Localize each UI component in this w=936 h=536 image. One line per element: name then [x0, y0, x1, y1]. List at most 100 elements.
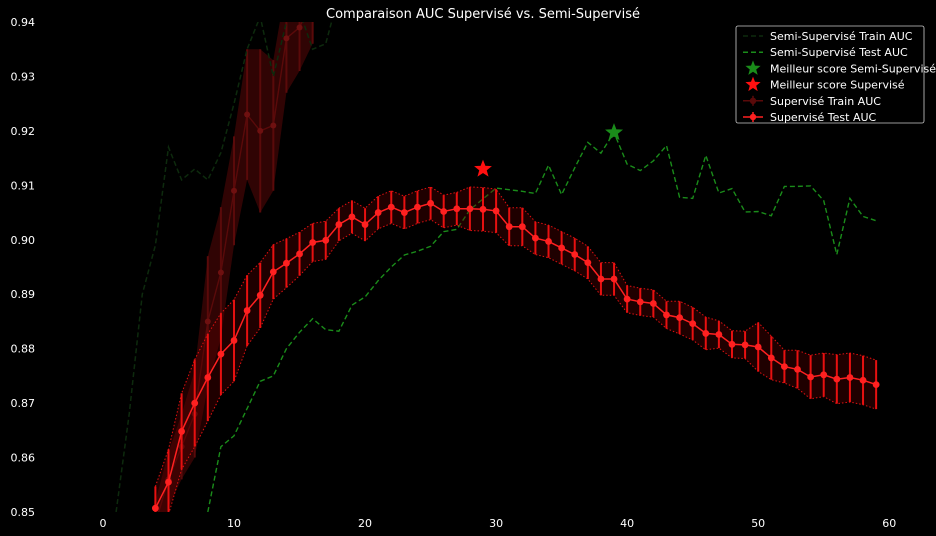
supervised-test-point: [322, 236, 330, 244]
supervised-test-point: [571, 251, 579, 258]
supervised-test-point: [545, 238, 552, 245]
supervised-test-point: [387, 203, 395, 211]
supervised-test-point: [872, 381, 880, 388]
supervised-train-point: [257, 127, 264, 134]
supervised-test-point: [191, 399, 199, 407]
supervised-test-point: [453, 205, 461, 213]
x-tick-label: 0: [99, 517, 106, 530]
semi-train-line: [115, 22, 333, 512]
supervised-test-point: [649, 300, 657, 307]
legend-label: Meilleur score Supervisé: [770, 79, 905, 92]
x-tick-label: 50: [751, 517, 765, 530]
supervised-test-point: [151, 504, 159, 512]
supervised-test-point: [807, 373, 815, 381]
supervised-test-point: [230, 337, 238, 344]
y-tick-label: 0.89: [11, 288, 36, 301]
supervised-test-point: [767, 354, 775, 362]
supervised-test-point: [636, 298, 644, 306]
supervised-test-point: [741, 341, 749, 349]
supervised-train-point: [296, 24, 303, 31]
supervised-test-point: [440, 208, 448, 215]
supervised-test-point: [217, 350, 225, 358]
supervised-test-point: [361, 221, 369, 228]
supervised-test-point: [623, 295, 631, 303]
y-tick-label: 0.87: [11, 397, 36, 410]
supervised-test-point: [781, 363, 788, 371]
supervised-test-point: [794, 365, 801, 373]
y-tick-label: 0.91: [11, 179, 36, 192]
supervised-train-point: [244, 111, 251, 118]
best-score-star: [474, 159, 492, 177]
supervised-test-point: [833, 375, 841, 383]
x-tick-label: 30: [489, 517, 503, 530]
y-tick-label: 0.85: [11, 506, 36, 519]
supervised-test-point: [466, 205, 474, 213]
supervised-test-point: [243, 307, 251, 314]
supervised-train-point: [231, 187, 238, 194]
y-tick-label: 0.90: [11, 234, 36, 247]
legend-label: Semi-Supervisé Train AUC: [770, 30, 913, 43]
supervised-test-point: [256, 291, 264, 299]
supervised-test-point: [335, 221, 343, 228]
supervised-test-point: [204, 374, 212, 381]
supervised-train-point: [283, 35, 290, 42]
supervised-train-point: [204, 318, 211, 325]
supervised-test-point: [859, 376, 867, 384]
x-tick-label: 60: [882, 517, 896, 530]
legend-point-swatch: [749, 97, 757, 105]
supervised-test-point: [348, 213, 356, 221]
supervised-test-point: [178, 428, 185, 435]
x-axis: 0 10 20 30 40 50 60: [99, 517, 896, 530]
supervised-test-point: [584, 259, 592, 267]
supervised-test-point: [427, 199, 434, 207]
supervised-test-point: [296, 250, 303, 258]
supervised-test-point: [165, 478, 172, 486]
legend-label: Supervisé Test AUC: [770, 111, 877, 124]
supervised-test-point: [492, 207, 500, 215]
supervised-test-point: [820, 371, 828, 379]
chart-title: Comparaison AUC Supervisé vs. Semi-Super…: [326, 7, 640, 22]
legend-point-swatch: [749, 113, 757, 121]
legend: Semi-Supervisé Train AUC Semi-Supervisé T…: [735, 25, 936, 124]
supervised-test-point: [400, 209, 408, 216]
supervised-test-point: [374, 209, 382, 216]
supervised-train-point: [270, 122, 277, 129]
supervised-test-point: [754, 343, 762, 351]
supervised-test-point: [689, 320, 697, 328]
supervised-test-point: [518, 223, 526, 231]
supervised-test-point: [610, 275, 618, 283]
y-tick-label: 0.94: [11, 16, 36, 29]
supervised-test-point: [702, 330, 710, 337]
legend-label: Semi-Supervisé Test AUC: [770, 46, 908, 59]
supervised-train-point: [217, 269, 224, 276]
legend-star-swatch: [745, 76, 761, 92]
y-tick-label: 0.93: [11, 70, 36, 83]
x-tick-label: 10: [227, 517, 241, 530]
y-tick-label: 0.86: [11, 452, 36, 465]
supervised-test-point: [663, 311, 670, 319]
supervised-test-point: [597, 275, 605, 283]
plot-area: [115, 22, 880, 512]
supervised-test-point: [846, 374, 854, 381]
supervised-test-point: [479, 205, 487, 213]
supervised-test-point: [309, 239, 317, 246]
supervised-test-point: [283, 259, 290, 267]
x-tick-label: 20: [358, 517, 372, 530]
legend-star-swatch: [745, 60, 761, 75]
supervised-test-point: [269, 268, 277, 276]
supervised-test-point: [505, 223, 513, 231]
y-axis: 0.85 0.86 0.87 0.88 0.89 0.90 0.91 0.92 0.93 0.94: [11, 16, 36, 519]
semi-test-line: [207, 130, 877, 512]
supervised-test-point: [715, 331, 723, 338]
best-score-star: [605, 123, 624, 141]
y-tick-label: 0.92: [11, 125, 36, 138]
supervised-test-point: [558, 244, 566, 252]
supervised-test-upper-bound: [154, 186, 877, 487]
legend-label: Supervisé Train AUC: [770, 95, 881, 108]
supervised-test-point: [728, 340, 736, 348]
supervised-test-point: [414, 203, 421, 211]
x-tick-label: 40: [620, 517, 634, 530]
legend-box: [735, 25, 925, 124]
legend-label: Meilleur score Semi-Supervisé: [770, 62, 936, 75]
